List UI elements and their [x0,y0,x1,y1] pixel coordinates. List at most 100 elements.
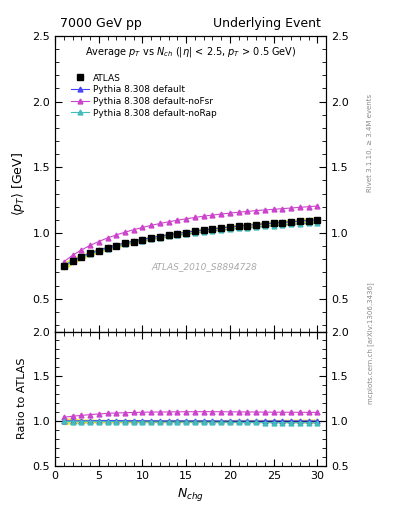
Pythia 8.308 default-noRap [96,248,101,254]
Pythia 8.308 default-noRap [289,221,294,227]
Pythia 8.308 default-noRap [201,229,206,235]
Pythia 8.308 default [219,225,224,231]
Pythia 8.308 default-noRap [79,254,84,261]
ATLAS [201,227,206,233]
Pythia 8.308 default-noFsr [184,216,189,222]
Pythia 8.308 default [61,263,66,269]
Pythia 8.308 default [280,219,285,225]
Pythia 8.308 default-noRap [131,239,136,245]
Pythia 8.308 default [254,222,259,228]
Pythia 8.308 default-noRap [123,241,127,247]
ATLAS [140,237,145,243]
Pythia 8.308 default [175,230,180,237]
Pythia 8.308 default-noRap [105,246,110,252]
Pythia 8.308 default-noRap [175,232,180,238]
Pythia 8.308 default [228,224,232,230]
Text: mcplots.cern.ch [arXiv:1306.3436]: mcplots.cern.ch [arXiv:1306.3436] [367,282,374,404]
Pythia 8.308 default-noRap [271,223,276,229]
Pythia 8.308 default-noFsr [166,219,171,225]
ATLAS [289,219,294,225]
Pythia 8.308 default [236,223,241,229]
Text: Underlying Event: Underlying Event [213,17,321,30]
Pythia 8.308 default [70,258,75,264]
Pythia 8.308 default-noFsr [61,259,66,265]
Pythia 8.308 default [193,228,197,234]
Pythia 8.308 default [96,247,101,253]
Pythia 8.308 default-noRap [88,251,92,257]
Pythia 8.308 default-noFsr [193,215,197,221]
ATLAS [271,220,276,226]
ATLAS [254,222,259,228]
Pythia 8.308 default-noRap [280,222,285,228]
Pythia 8.308 default-noFsr [245,208,250,215]
Legend: ATLAS, Pythia 8.308 default, Pythia 8.308 default-noFsr, Pythia 8.308 default-no: ATLAS, Pythia 8.308 default, Pythia 8.30… [68,70,220,121]
Pythia 8.308 default-noRap [140,238,145,244]
Pythia 8.308 default-noRap [210,228,215,234]
Pythia 8.308 default-noRap [263,223,267,229]
Pythia 8.308 default-noFsr [114,232,119,238]
Pythia 8.308 default-noFsr [306,204,311,210]
ATLAS [210,226,215,232]
ATLAS [79,254,84,260]
ATLAS [114,243,119,249]
Pythia 8.308 default [123,240,127,246]
ATLAS [123,241,127,247]
Pythia 8.308 default-noFsr [201,213,206,219]
Pythia 8.308 default-noFsr [140,224,145,230]
Pythia 8.308 default [315,217,320,223]
Pythia 8.308 default-noFsr [236,209,241,215]
ATLAS [61,263,66,269]
X-axis label: $N_{chg}$: $N_{chg}$ [177,486,204,503]
ATLAS [315,217,320,223]
Pythia 8.308 default [210,226,215,232]
ATLAS [245,223,250,229]
Line: Pythia 8.308 default-noFsr: Pythia 8.308 default-noFsr [61,204,320,264]
Pythia 8.308 default-noRap [70,259,75,265]
Pythia 8.308 default-noFsr [131,227,136,233]
Pythia 8.308 default-noRap [114,243,119,249]
Pythia 8.308 default-noFsr [175,217,180,223]
Line: Pythia 8.308 default-noRap: Pythia 8.308 default-noRap [61,220,320,269]
Pythia 8.308 default [166,231,171,238]
Pythia 8.308 default [149,234,154,241]
Pythia 8.308 default-noFsr [219,211,224,217]
Pythia 8.308 default-noRap [245,224,250,230]
Pythia 8.308 default-noRap [219,227,224,233]
Line: ATLAS: ATLAS [61,217,320,269]
Pythia 8.308 default-noRap [228,226,232,232]
Pythia 8.308 default-noRap [236,225,241,231]
Pythia 8.308 default-noFsr [149,222,154,228]
Pythia 8.308 default-noRap [184,231,189,237]
Pythia 8.308 default-noFsr [298,204,302,210]
Line: Pythia 8.308 default: Pythia 8.308 default [61,218,320,268]
Pythia 8.308 default-noFsr [228,210,232,216]
ATLAS [298,218,302,224]
Pythia 8.308 default [88,250,92,256]
Pythia 8.308 default-noRap [158,234,162,241]
Pythia 8.308 default-noRap [166,233,171,240]
Pythia 8.308 default-noRap [315,220,320,226]
Pythia 8.308 default-noFsr [271,206,276,212]
ATLAS [88,250,92,257]
Pythia 8.308 default-noRap [61,263,66,269]
Pythia 8.308 default [114,242,119,248]
ATLAS [131,239,136,245]
ATLAS [236,223,241,229]
Pythia 8.308 default [79,253,84,260]
Pythia 8.308 default-noRap [306,220,311,226]
Pythia 8.308 default [131,238,136,244]
Pythia 8.308 default-noRap [193,230,197,236]
Text: Rivet 3.1.10, ≥ 3.4M events: Rivet 3.1.10, ≥ 3.4M events [367,94,373,193]
ATLAS [219,225,224,231]
ATLAS [149,235,154,241]
ATLAS [228,224,232,230]
Pythia 8.308 default [271,220,276,226]
ATLAS [96,247,101,253]
Pythia 8.308 default-noFsr [254,207,259,214]
Pythia 8.308 default-noFsr [88,242,92,248]
Pythia 8.308 default [158,233,162,239]
ATLAS [158,233,162,240]
Pythia 8.308 default [105,244,110,250]
ATLAS [175,231,180,237]
Pythia 8.308 default-noFsr [79,247,84,253]
